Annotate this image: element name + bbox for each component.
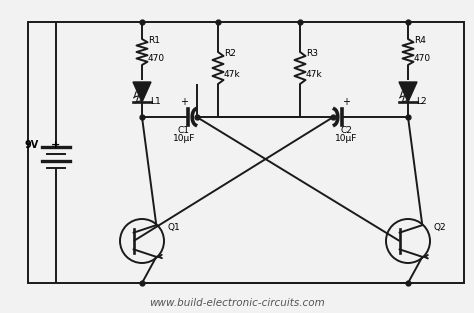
Text: +: +	[51, 140, 60, 150]
Text: 9V: 9V	[25, 140, 39, 150]
Text: C2: C2	[340, 126, 352, 135]
Text: R2: R2	[224, 49, 236, 58]
Text: 10μF: 10μF	[335, 134, 357, 143]
Text: 47k: 47k	[224, 70, 241, 79]
Text: 470: 470	[414, 54, 431, 63]
Polygon shape	[399, 82, 417, 102]
Text: 47k: 47k	[306, 70, 323, 79]
Text: Q2: Q2	[434, 223, 447, 232]
Text: L1: L1	[150, 97, 161, 106]
Text: 10μF: 10μF	[173, 134, 195, 143]
Text: Q1: Q1	[168, 223, 181, 232]
Text: R3: R3	[306, 49, 318, 58]
Text: R1: R1	[148, 36, 160, 45]
Text: 470: 470	[148, 54, 165, 63]
Polygon shape	[133, 82, 151, 102]
Text: L2: L2	[416, 97, 427, 106]
Text: +: +	[180, 97, 188, 107]
Bar	[28, 22, 464, 283]
Text: www.build-electronic-circuits.com: www.build-electronic-circuits.com	[149, 298, 325, 308]
Text: R4: R4	[414, 36, 426, 45]
Text: +: +	[342, 97, 350, 107]
Text: C1: C1	[178, 126, 190, 135]
